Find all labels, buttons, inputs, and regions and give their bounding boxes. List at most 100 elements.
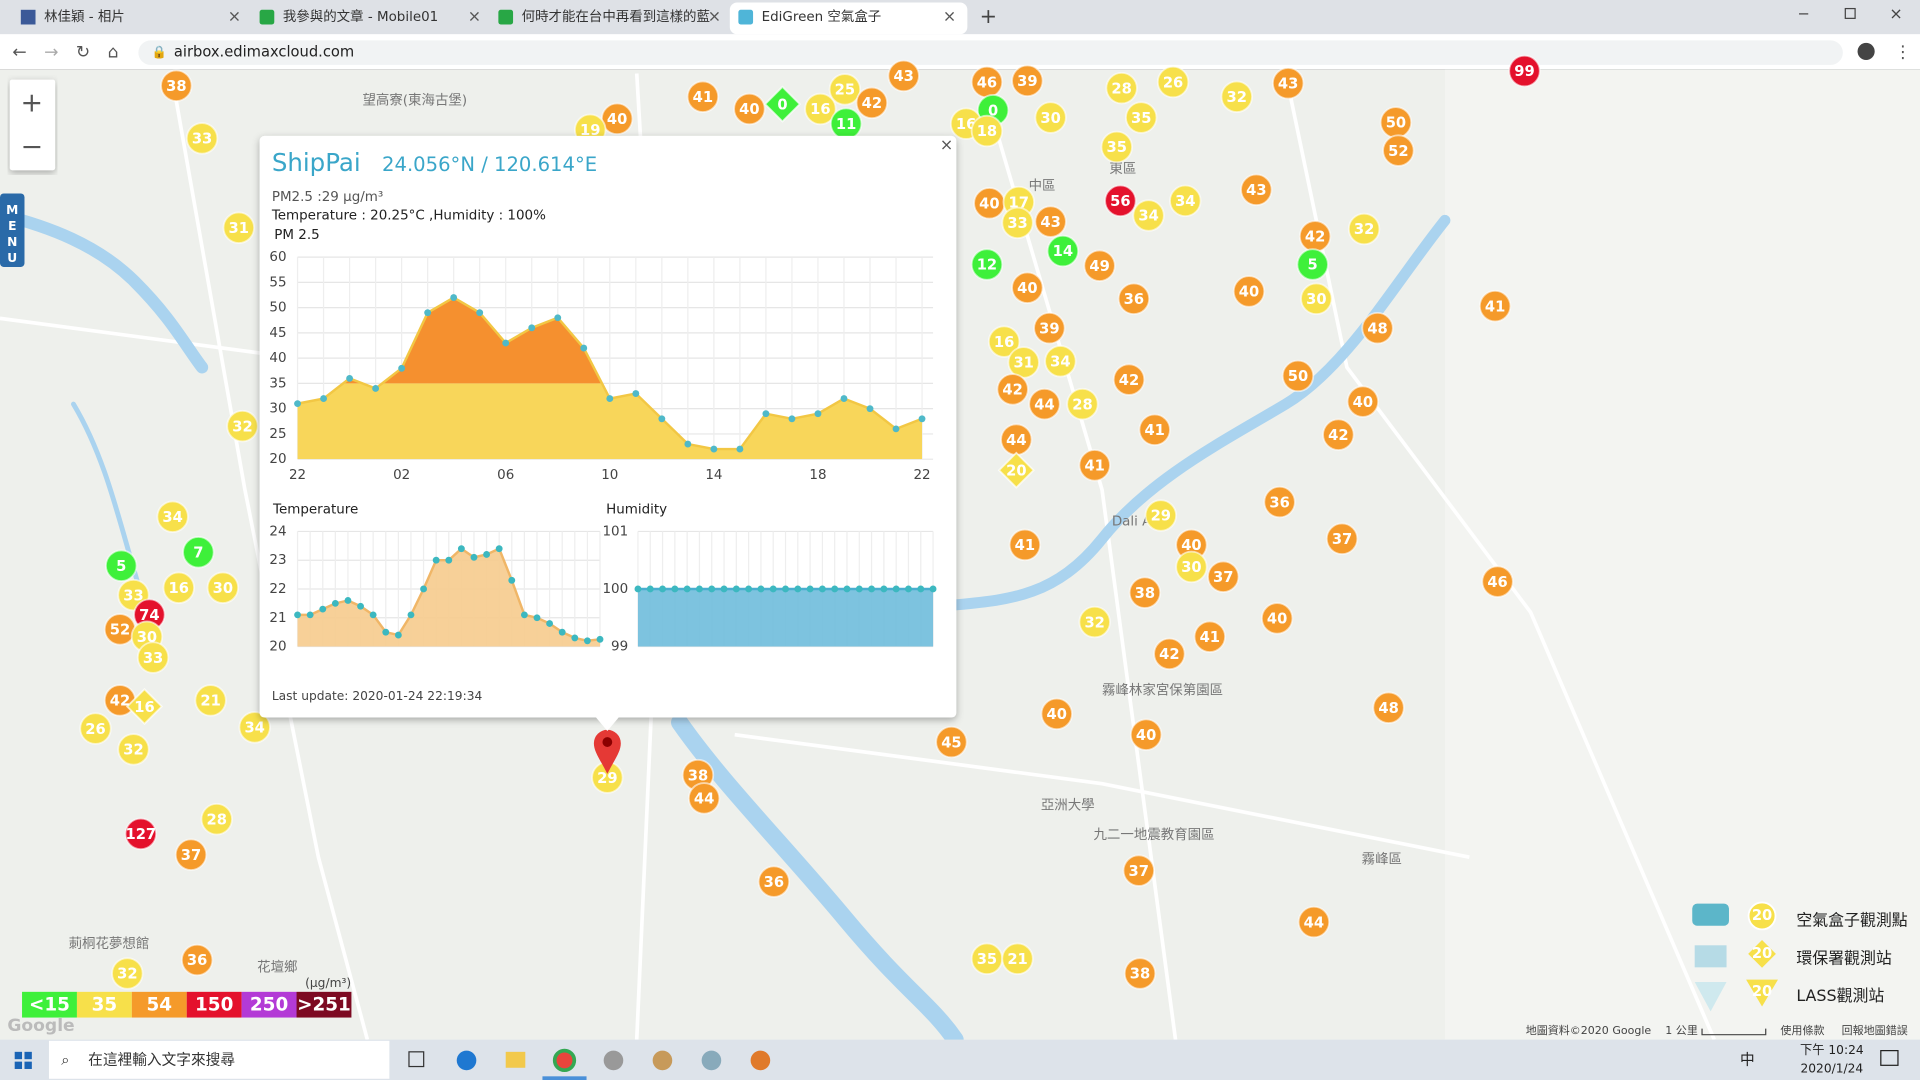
map-marker [1508, 54, 1541, 88]
back[interactable]: ← [12, 43, 26, 63]
chrome-icon[interactable] [552, 1048, 577, 1073]
marker-label: 37 [1332, 531, 1352, 548]
close-window[interactable]: × [1889, 4, 1902, 23]
tab-close[interactable]: × [468, 7, 481, 26]
tab-close[interactable]: × [228, 7, 241, 26]
marker-label: 127 [125, 826, 156, 843]
x-tick-label: 22 [913, 468, 930, 483]
epa-icon [1694, 945, 1727, 968]
menu-letter[interactable]: E [8, 219, 16, 233]
data-point [580, 344, 588, 352]
address-bar[interactable] [138, 40, 1843, 65]
last-update: Last update: 2020-01-24 22:19:34 [272, 689, 483, 703]
tab-title[interactable]: 何時才能在台中再看到這樣的藍 [522, 8, 710, 25]
marker-label: 26 [85, 721, 105, 738]
menu-letter[interactable]: N [7, 235, 17, 249]
edge-icon[interactable] [456, 1050, 477, 1071]
marker-label: 43 [893, 68, 913, 85]
station-coords: 24.056°N / 120.614°E [382, 153, 597, 176]
marker-label: 44 [1304, 914, 1324, 931]
x-tick-label: 06 [497, 468, 514, 483]
area [637, 588, 934, 647]
tab-title[interactable]: 林佳穎 - 相片 [44, 9, 125, 25]
map-marker [1156, 65, 1190, 99]
tab-close[interactable]: × [943, 7, 956, 26]
report-error[interactable]: 回報地圖錯誤 [1842, 1023, 1908, 1037]
map-marker [162, 571, 195, 604]
home[interactable]: ⌂ [108, 43, 119, 63]
data-point [736, 445, 744, 453]
profile[interactable] [1857, 42, 1875, 60]
map-marker [1011, 271, 1044, 304]
minimize[interactable]: − [1798, 6, 1810, 23]
legend-swatch [131, 991, 187, 1018]
marker-label: 33 [123, 587, 143, 604]
explorer-icon[interactable] [505, 1051, 526, 1068]
map-marker [1066, 387, 1099, 421]
marker-label: 28 [207, 811, 227, 828]
marker-label: 37 [181, 847, 201, 864]
marker-label: 14 [1053, 243, 1073, 260]
airbox-icon [1692, 903, 1729, 926]
data-point [596, 635, 604, 643]
map-marker [687, 782, 721, 815]
start-button[interactable] [14, 1051, 32, 1069]
map-marker [1129, 718, 1163, 751]
zoom-control [9, 79, 56, 171]
clock-date[interactable]: 2020/1/24 [1800, 1061, 1863, 1075]
tab-close[interactable]: × [708, 7, 721, 26]
zoom-in[interactable]: + [21, 88, 44, 119]
task-view[interactable] [408, 1051, 425, 1068]
map-marker [182, 536, 215, 569]
menu-letter[interactable]: M [6, 203, 18, 217]
terms[interactable]: 使用條款 [1780, 1023, 1824, 1037]
clock-time[interactable]: 下午 10:24 [1800, 1043, 1864, 1057]
marker-label: 32 [1084, 614, 1104, 631]
maximize[interactable] [1844, 7, 1856, 19]
marker-label: 44 [1034, 396, 1054, 413]
popup-close[interactable]: × [940, 135, 953, 154]
data-point [357, 602, 364, 610]
data-point [394, 631, 402, 639]
map-marker [111, 957, 144, 990]
map-marker [1372, 691, 1405, 724]
map-marker [1263, 485, 1296, 519]
app-icon[interactable] [652, 1050, 673, 1071]
active-tab[interactable] [729, 2, 968, 35]
app-icon[interactable] [750, 1050, 771, 1071]
search-placeholder[interactable]: 在這裡輸入文字來搜尋 [88, 1051, 235, 1068]
marker-label: 38 [1135, 585, 1155, 602]
map-marker [987, 325, 1021, 358]
tab-title[interactable]: 我參與的文章 - Mobile01 [283, 8, 438, 25]
url[interactable]: airbox.edimaxcloud.com [174, 44, 354, 61]
map-marker [117, 733, 150, 766]
place-label: 中區 [1029, 178, 1056, 194]
app-icon[interactable] [701, 1050, 722, 1071]
reload[interactable]: ↻ [76, 43, 90, 63]
marker-label: 50 [1386, 115, 1406, 132]
marker-label: 33 [143, 650, 163, 667]
tab-title[interactable]: EdiGreen 空氣盒子 [762, 8, 882, 25]
marker-label: 41 [1144, 422, 1164, 439]
location-pin[interactable] [593, 729, 621, 774]
y-tick-label: 20 [269, 640, 286, 655]
forward[interactable]: → [44, 43, 58, 63]
new-tab[interactable]: + [980, 4, 997, 28]
marker-label: 52 [1388, 143, 1408, 160]
marker-label: 35 [1107, 139, 1127, 156]
data-point [495, 545, 503, 553]
legend-label: >251 [297, 994, 351, 1015]
ime[interactable]: 中 [1740, 1051, 1755, 1068]
legend-label: <15 [29, 994, 70, 1015]
zoom-out[interactable]: − [21, 132, 44, 163]
menu-dots[interactable]: ⋮ [1894, 43, 1911, 63]
data-point [331, 599, 339, 607]
menu-letter[interactable]: U [7, 251, 17, 265]
data-point [794, 585, 802, 593]
notifications[interactable] [1880, 1050, 1899, 1066]
search-box[interactable] [48, 1040, 390, 1079]
app-icon[interactable] [603, 1050, 624, 1071]
menu-tab[interactable] [0, 193, 25, 267]
legend-label: 35 [92, 994, 118, 1015]
map-marker [180, 943, 214, 977]
